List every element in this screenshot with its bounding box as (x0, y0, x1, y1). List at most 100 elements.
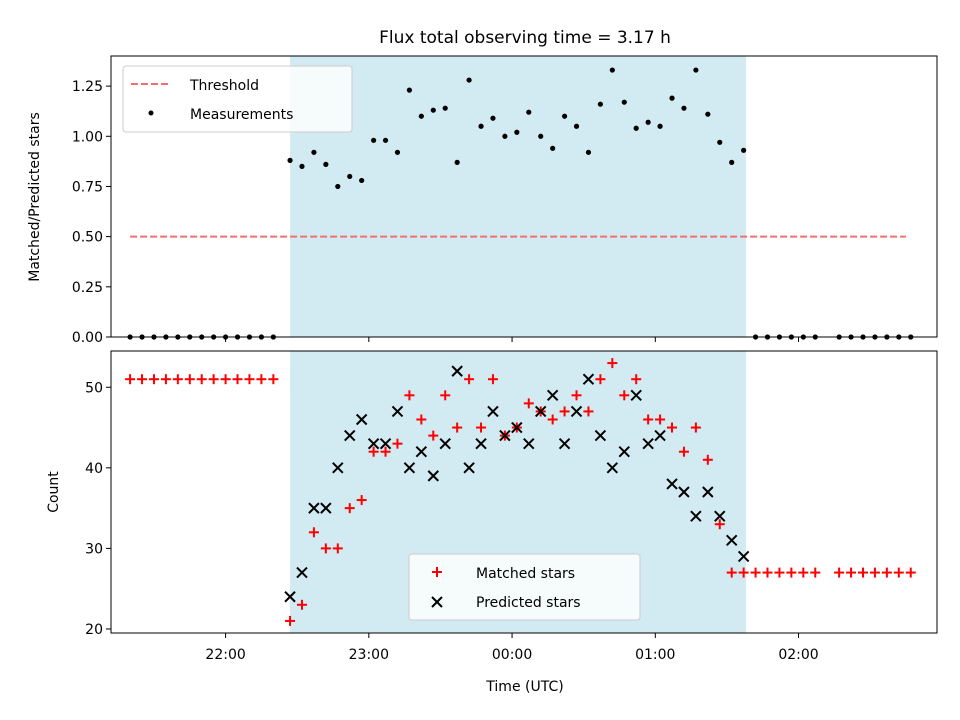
matched-star-point (619, 390, 630, 401)
matched-star-point (232, 374, 243, 385)
measurement-point (502, 133, 508, 139)
measurement-point (311, 149, 317, 155)
predicted-star-point-b (391, 405, 404, 418)
matched-star-point (655, 414, 666, 425)
matched-star-point (571, 390, 582, 401)
matched-star-point (762, 567, 773, 578)
matched-star-point (607, 358, 618, 369)
measurement-point (490, 115, 496, 121)
matched-star-point (881, 567, 892, 578)
measurement-point (741, 147, 747, 153)
matched-star-point (893, 567, 904, 578)
matched-star-point (380, 446, 391, 457)
predicted-star-point-b (308, 502, 320, 514)
predicted-star-point (296, 566, 308, 579)
predicted-star-point (737, 550, 750, 563)
y-tick-label: 0.25 (72, 280, 103, 296)
predicted-star-point-b (487, 405, 499, 418)
matched-star-point (678, 446, 689, 457)
matched-star-point (148, 374, 159, 385)
predicted-legend-swatch (431, 596, 443, 608)
predicted-star-point-b (320, 502, 332, 514)
x-tick-label: 02:00 (778, 647, 818, 663)
measurement-point (299, 163, 305, 169)
predicted-star-point (582, 373, 595, 385)
matched-star-point (452, 422, 463, 433)
predicted-star-point-b (439, 437, 451, 450)
matched-star-point (631, 374, 642, 385)
matched-star-point (774, 567, 785, 578)
measurement-point (669, 95, 675, 101)
predicted-star-point (630, 389, 642, 402)
predicted-star-point-b (451, 365, 463, 377)
top-observing-span (290, 56, 747, 337)
y-tick-label: 1.25 (72, 79, 103, 95)
matched-star-point (404, 390, 415, 401)
matched-star-point (905, 567, 916, 578)
predicted-star-point (391, 405, 404, 418)
matched-star-point (392, 438, 403, 449)
predicted-star-point-b (690, 510, 702, 522)
predicted-star-point (702, 486, 714, 498)
matched-star-point (643, 414, 654, 425)
matched-star-point (738, 567, 749, 578)
matched-star-point (750, 567, 761, 578)
measurement-point (573, 123, 580, 129)
matched-star-point (296, 599, 307, 610)
predicted-star-point-b (344, 429, 356, 442)
predicted-star-point-b (523, 437, 535, 450)
predicted-star-point (523, 437, 535, 450)
predicted-star-point (606, 462, 619, 474)
top-legend-box (122, 65, 353, 133)
predicted-star-point-b (332, 462, 344, 474)
predicted-star-point (308, 502, 320, 514)
matched-legend-marker (432, 567, 442, 577)
matched-star-point (476, 422, 487, 433)
top-marks (127, 67, 914, 340)
measurement-point (359, 177, 365, 184)
predicted-star-point-b (714, 510, 726, 522)
predicted-star-point-b (355, 413, 368, 426)
predicted-star-point (499, 429, 511, 442)
predicted-star-point-b (702, 486, 714, 498)
matched-star-point (595, 374, 606, 385)
matched-star-point (846, 567, 857, 578)
predicted-star-point (379, 437, 392, 450)
measurement-point (430, 107, 436, 113)
measurement-point (597, 101, 603, 107)
measurement-point (466, 77, 472, 83)
predicted-star-point (642, 437, 654, 450)
y-tick-label: 0.50 (72, 230, 103, 246)
matched-star-point (523, 398, 534, 409)
predicted-star-point (546, 389, 559, 402)
predicted-star-point-b (475, 437, 487, 450)
predicted-star-point (332, 462, 344, 474)
predicted-star-point (725, 534, 738, 547)
measurement-point (609, 67, 615, 73)
predicted-star-point-b (535, 405, 547, 418)
predicted-star-point (511, 421, 523, 434)
matched-star-point (440, 390, 451, 401)
matched-star-point (256, 374, 267, 385)
predicted-star-point (344, 429, 356, 442)
matched-star-point (268, 374, 279, 385)
measurement-point (561, 113, 568, 119)
measurement-point (693, 67, 699, 73)
predicted-star-point (355, 413, 368, 426)
predicted-star-point (415, 446, 428, 458)
matched-star-point (308, 527, 319, 538)
matched-legend-label: Matched stars (476, 566, 575, 582)
predicted-star-point (475, 437, 487, 450)
predicted-star-point (487, 405, 499, 418)
predicted-star-point-b (463, 462, 475, 474)
predicted-star-point-b (379, 437, 392, 450)
measurement-point (335, 183, 341, 190)
predicted-star-point-b (546, 389, 559, 402)
matched-star-point (834, 567, 845, 578)
matched-star-point (690, 422, 701, 433)
x-axis-label: Time (UTC) (485, 679, 563, 695)
predicted-legend-marker-b (431, 596, 443, 608)
x-tick-label: 22:00 (205, 647, 245, 663)
measurement-point (478, 123, 484, 129)
predicted-star-point-b (511, 421, 523, 434)
